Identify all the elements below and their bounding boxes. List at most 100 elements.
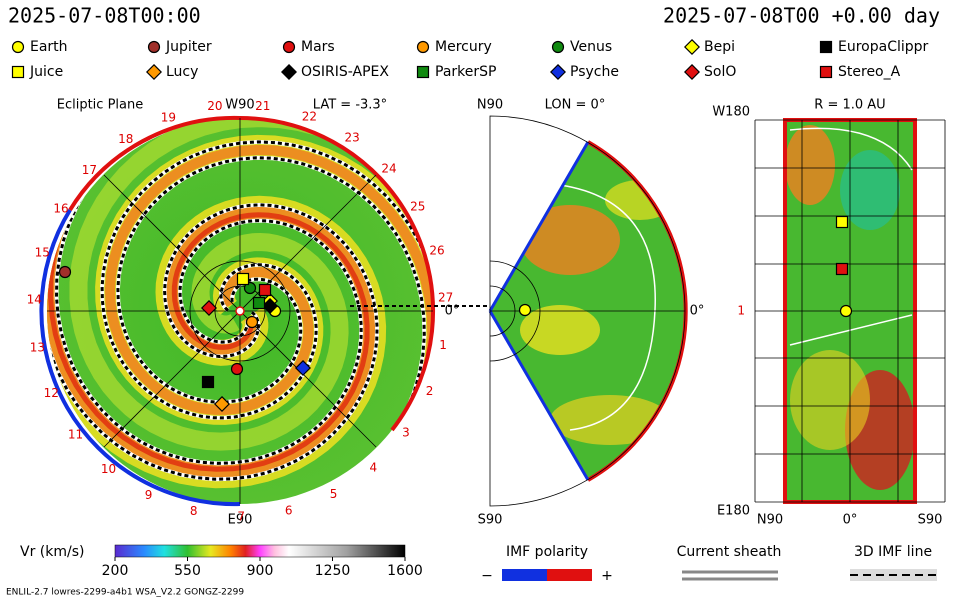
spiral-band: [47, 118, 370, 472]
marker: [258, 283, 272, 297]
legend-label: Mars: [301, 39, 335, 55]
meridional-structure: [520, 180, 675, 445]
carrington-label: 2: [426, 384, 434, 398]
lon-label: LON = 0°: [545, 98, 606, 113]
marker: [252, 296, 266, 310]
axis-label: S90: [478, 513, 503, 528]
colorbar-label: Vr (km/s): [20, 544, 84, 560]
carrington-label: 13: [30, 340, 45, 354]
legend-label: Lucy: [166, 64, 198, 80]
marker: [201, 375, 215, 389]
legend-label: EuropaClippr: [838, 39, 929, 55]
sheath-spiral: [100, 140, 433, 438]
marker: [201, 300, 217, 316]
imfline-label: 3D IMF line: [854, 544, 932, 560]
sun: [235, 306, 245, 316]
marker: [295, 360, 311, 376]
colorbar-tick-label: 550: [174, 563, 201, 579]
legend-label: SolO: [704, 64, 736, 80]
axis-label: 0°: [445, 304, 460, 319]
marker: [551, 40, 565, 54]
carrington-label: 9: [145, 488, 153, 502]
marker: [518, 303, 532, 317]
legend-label: Earth: [30, 39, 68, 55]
carrington-label: 19: [161, 110, 176, 124]
carrington-label: 17: [82, 163, 97, 177]
axis-label: W90: [225, 98, 254, 113]
carrington-label: 15: [35, 246, 50, 260]
marker: [11, 40, 25, 54]
polarity-arc: [239, 116, 436, 432]
colorbar-tick-label: 900: [247, 563, 274, 579]
polarity-arc: [68, 115, 241, 212]
carrington-label: 4: [370, 461, 378, 475]
sheath-spiral: [116, 156, 426, 504]
legend-label: Bepi: [704, 39, 735, 55]
legend-label: Stereo_A: [838, 64, 901, 80]
colorbar-tick-label: 1600: [387, 563, 423, 579]
colorbar: [114, 544, 406, 558]
spiral: [47, 118, 433, 504]
carrington-label: 5: [330, 487, 338, 501]
polarity-arc: [39, 208, 241, 507]
marker: [245, 315, 259, 329]
polarity-edge: [488, 310, 590, 481]
carrington-label: 6: [285, 504, 293, 518]
marker: [835, 262, 849, 276]
carrington-label: 18: [118, 132, 133, 146]
carrington-label: 1: [439, 338, 447, 352]
legend-label: Juice: [29, 64, 63, 80]
colorbar-tick-label: 1250: [315, 563, 351, 579]
marker: [819, 40, 833, 54]
grid: [47, 118, 433, 504]
spiral-band: [104, 144, 433, 497]
imf-minus: −: [481, 568, 493, 584]
carrington-label: 11: [68, 427, 83, 441]
axis-label: 0°: [690, 304, 705, 319]
time-left: 2025-07-08T00:00: [8, 4, 201, 28]
marker: [282, 40, 296, 54]
imf-plus: +: [601, 568, 613, 584]
axis-label: W180: [712, 105, 750, 120]
legend-label: ParkerSP: [435, 64, 496, 80]
marker: [11, 65, 25, 79]
carrington-label: 27: [438, 290, 453, 304]
legend-label: Jupiter: [165, 39, 212, 55]
marker: [839, 304, 853, 318]
sheath-spiral: [47, 177, 379, 481]
polarity-arc: [587, 140, 688, 482]
carrington-label: 23: [345, 131, 360, 145]
marker: [684, 64, 700, 80]
carrington-label: 25: [410, 199, 425, 213]
axis-label: N90: [757, 513, 783, 528]
marker: [281, 64, 297, 80]
axis-label: 0°: [843, 513, 858, 528]
axis-label: 1: [737, 304, 745, 318]
panel-title: Ecliptic Plane: [57, 98, 143, 113]
marker: [416, 40, 430, 54]
carrington-label: 3: [402, 426, 410, 440]
polarity-edge: [488, 141, 590, 312]
axis-label: E180: [717, 504, 750, 519]
marker: [214, 396, 230, 412]
carrington-label: 8: [190, 504, 198, 518]
legend: Earth Jupiter Mars Mercury Venus Bepi EuropaCl…: [11, 39, 929, 80]
carrington-label: 12: [44, 386, 59, 400]
marker: [819, 65, 833, 79]
marker: [684, 39, 700, 55]
carrington-label: 10: [101, 462, 116, 476]
imf-label: IMF polarity: [506, 544, 588, 560]
imf-negative: [502, 569, 547, 581]
sheath-label: Current sheath: [677, 544, 782, 560]
carrington-label: 24: [381, 161, 396, 175]
carrington-label: 22: [302, 110, 317, 124]
marker: [243, 281, 257, 295]
panel-title: R = 1.0 AU: [814, 98, 885, 113]
carrington-label: 7: [237, 509, 245, 523]
legend-label: Mercury: [435, 39, 492, 55]
marker: [416, 65, 430, 79]
marker: [550, 64, 566, 80]
carrington-label: 20: [207, 99, 222, 113]
axis-label: E90: [228, 513, 253, 528]
